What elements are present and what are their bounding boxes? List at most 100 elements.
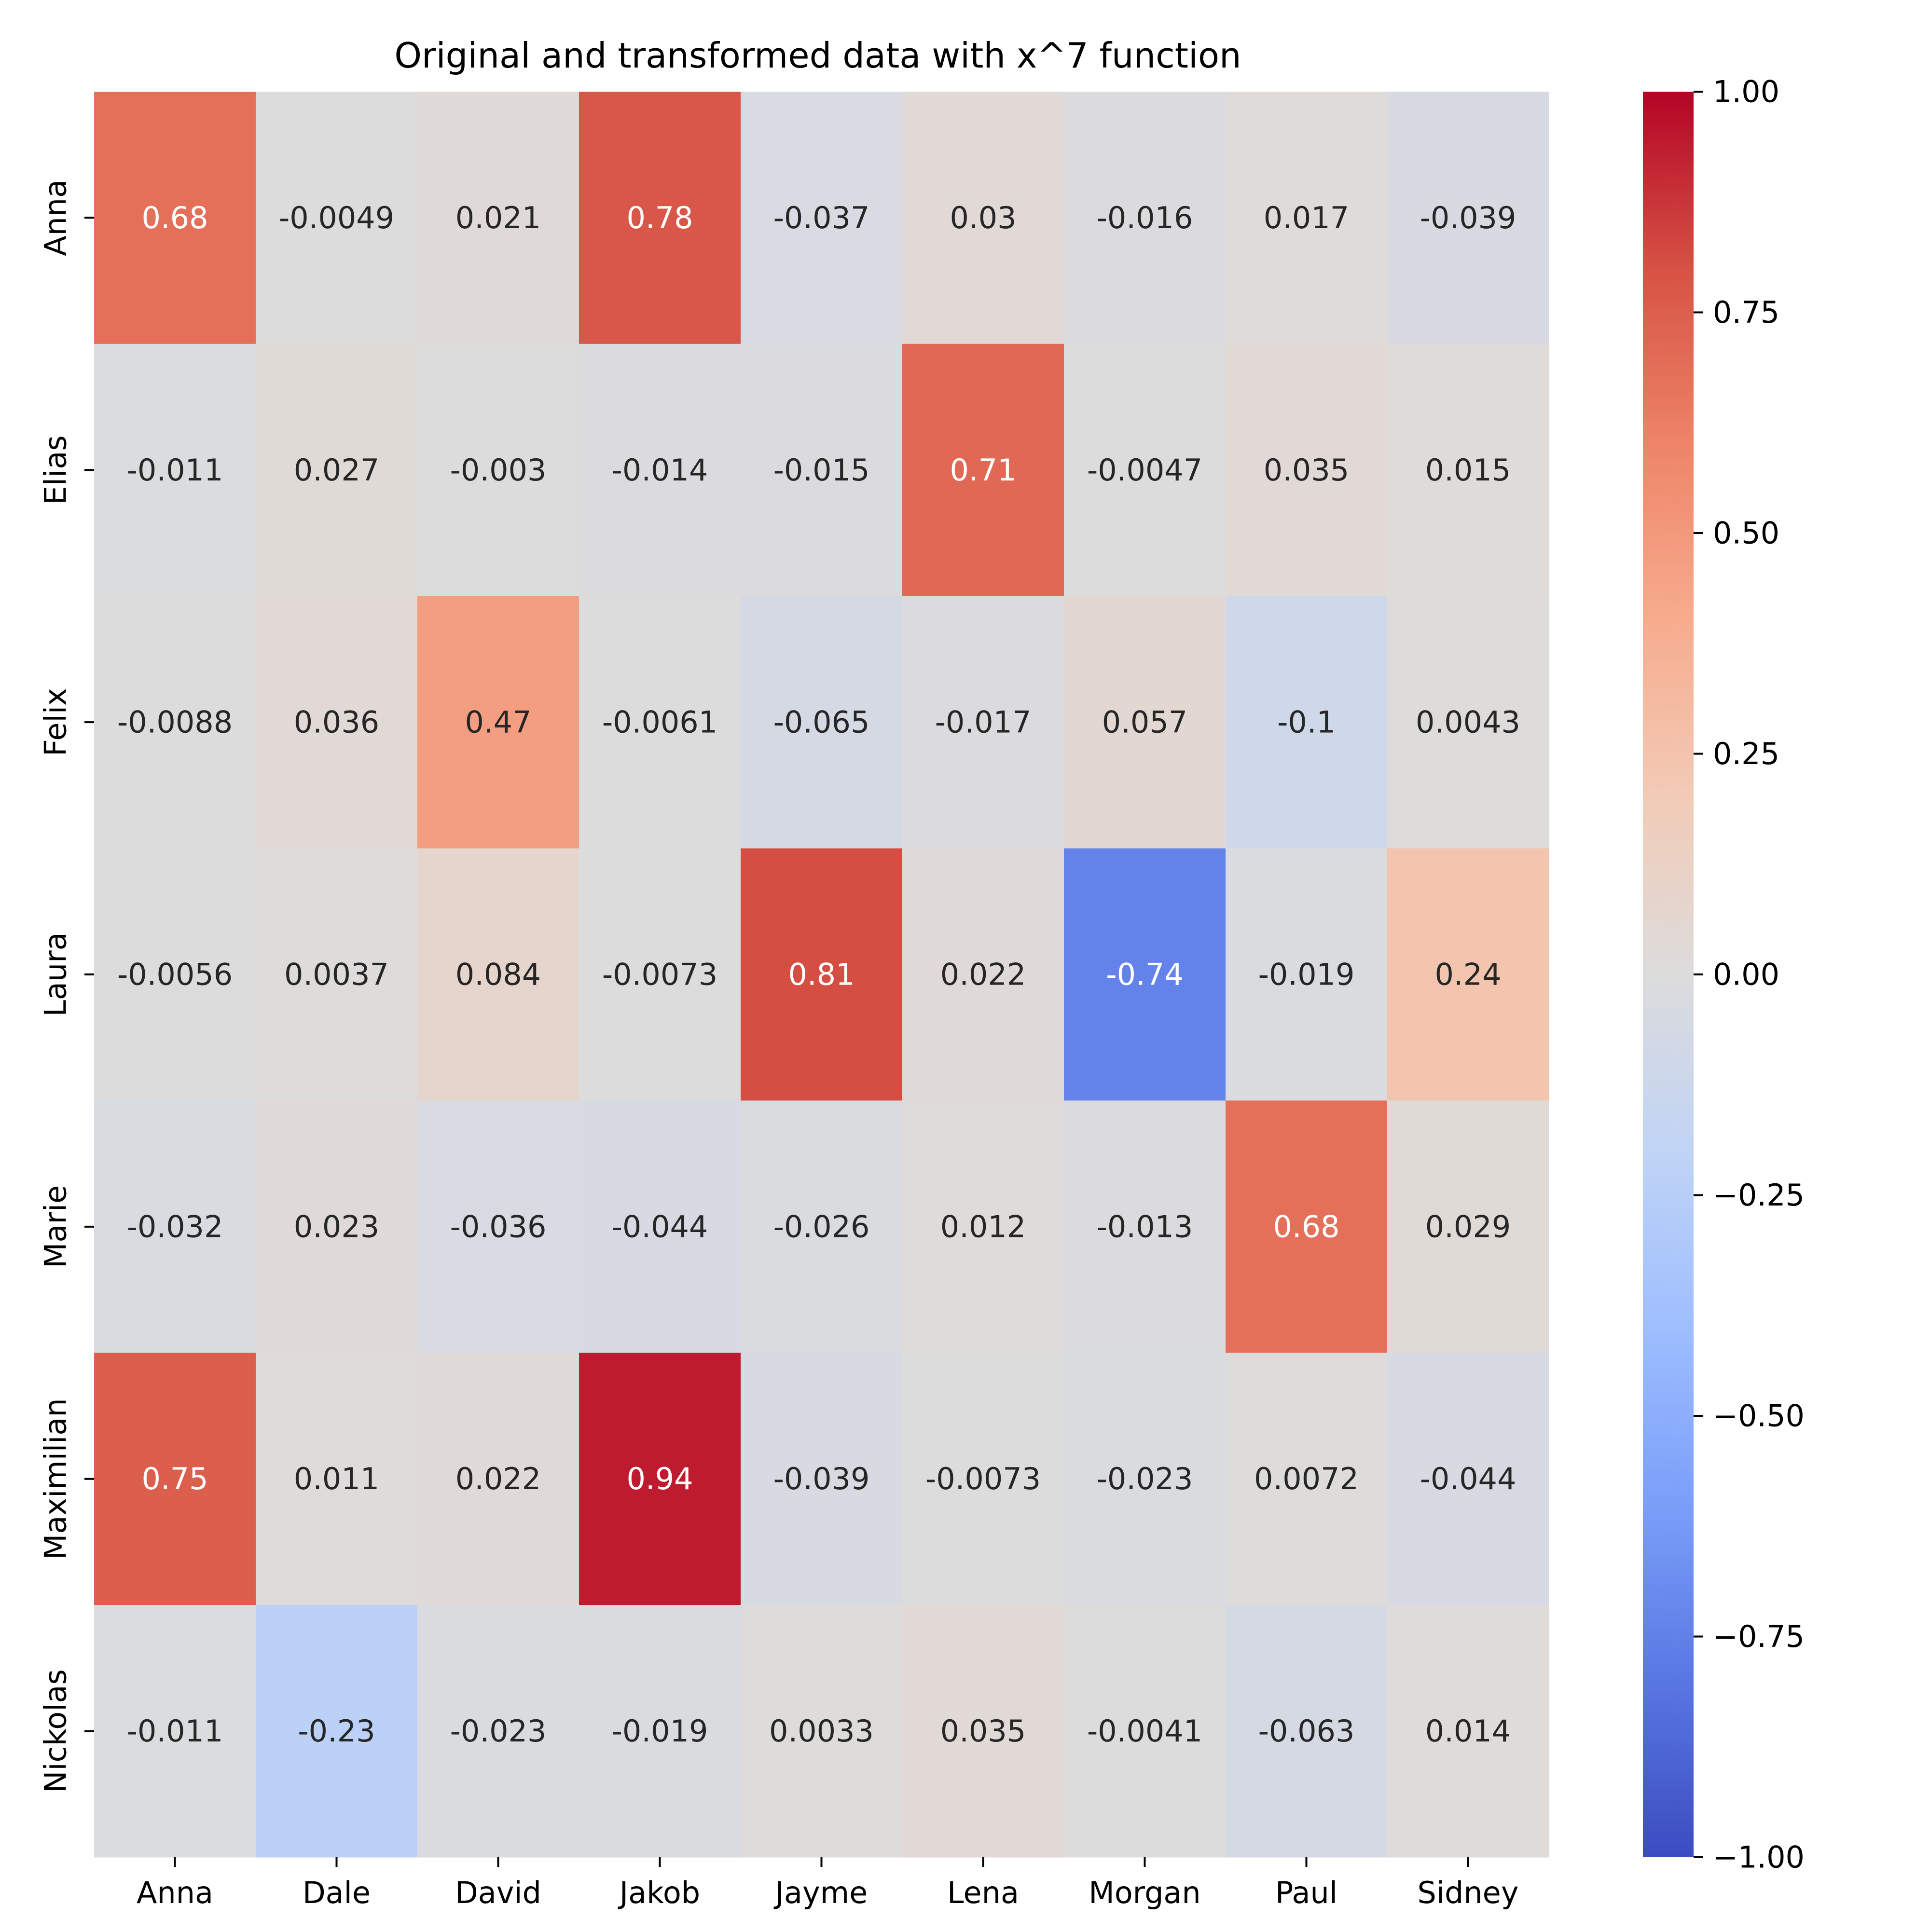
heatmap-cell-label: 0.035 [940,1713,1026,1749]
heatmap-cell-label: 0.0043 [1416,705,1520,740]
colorbar-tick-label: 0.50 [1713,516,1779,551]
heatmap-cell [902,343,1064,597]
heatmap-cell-label: -0.037 [773,200,870,235]
colorbar-tick-label: 0.25 [1713,736,1779,771]
heatmap-cell-label: 0.014 [1425,1713,1511,1749]
heatmap-cell-label: -0.016 [1097,200,1193,235]
heatmap-cell-label: 0.021 [455,200,541,235]
heatmap-cell-label: -0.0061 [602,705,717,740]
x-tick-label: Paul [1275,1875,1337,1910]
heatmap-cell-label: -0.019 [1258,957,1355,992]
x-tick-label: Sidney [1417,1875,1518,1910]
heatmap-cell [902,848,1064,1101]
heatmap-cell [579,1100,741,1353]
heatmap-cell-label: 0.036 [294,705,380,740]
heatmap-cell-label: -0.011 [127,1713,223,1749]
heatmap-cell-label: 0.015 [1425,452,1511,488]
colorbar-gradient [1643,92,1694,1857]
heatmap-cell [417,1100,579,1353]
heatmap-cell-label: -0.036 [450,1209,547,1244]
heatmap-cell-label: 0.017 [1264,200,1350,235]
heatmap-cell-label: -0.026 [773,1209,870,1244]
heatmap-cell [256,848,418,1101]
heatmap-cell-label: -0.1 [1277,705,1336,740]
heatmap-cell-label: 0.78 [626,200,693,235]
heatmap-cell [1064,848,1226,1101]
heatmap-cell [94,92,256,344]
y-tick-label: Marie [38,1185,73,1268]
y-tick-label: Nickolas [38,1669,73,1793]
heatmap-cell-label: 0.022 [455,1461,541,1496]
heatmap-cell-label: 0.24 [1434,957,1501,992]
heatmap-cell-label: -0.039 [773,1461,870,1496]
y-axis: Anna Elias Felix Laura Marie Maximilian Nickol… [38,179,94,1793]
heatmap-cell [417,1605,579,1858]
heatmap-cell-label: -0.0056 [117,957,233,992]
heatmap-cell [94,1605,256,1858]
heatmap-cell-label: -0.039 [1420,200,1516,235]
heatmap-cell [1387,596,1549,849]
heatmap-cell-label: 0.94 [626,1461,693,1496]
chart-title: Original and transformed data with x^7 f… [394,35,1241,76]
heatmap-cell [1387,1353,1549,1605]
heatmap-cell-label: -0.74 [1106,957,1183,992]
colorbar-tick-label: 1.00 [1713,74,1779,110]
heatmap-cell [579,1353,741,1605]
heatmap-cell [256,596,418,849]
heatmap-cell-label: 0.027 [294,452,380,488]
y-tick-label: Maximilian [38,1398,73,1560]
heatmap-cell-label: 0.022 [940,957,1026,992]
heatmap-cell [741,343,903,597]
x-tick-label: Morgan [1089,1875,1200,1910]
heatmap-cell-label: -0.0047 [1087,452,1202,488]
x-tick-label: Jakob [618,1875,700,1910]
heatmap-cell [902,1605,1064,1858]
colorbar-tick-label: −1.00 [1713,1840,1805,1875]
y-tick-label: Laura [38,932,73,1016]
heatmap-cell [1387,1100,1549,1353]
y-tick-label: Elias [38,435,73,505]
heatmap-cell-label: -0.003 [450,452,547,488]
heatmap-cell [579,596,741,849]
heatmap-cell-label: 0.011 [294,1461,380,1496]
heatmap-cell [741,596,903,849]
heatmap-cell-label: -0.032 [127,1209,223,1244]
heatmap-cell-label: -0.017 [935,705,1032,740]
heatmap-cell-label: -0.019 [612,1713,708,1749]
heatmap-cell [94,1100,256,1353]
heatmap-cell [1226,92,1388,344]
heatmap-cell [579,343,741,597]
heatmap-cell [1226,596,1388,849]
x-tick-label: Dale [303,1875,371,1910]
heatmap-cell [256,1605,418,1858]
heatmap-cell [741,1605,903,1858]
x-tick-label: Lena [947,1875,1019,1910]
heatmap-cell-label: -0.013 [1097,1209,1193,1244]
heatmap-cell-label: 0.81 [788,957,855,992]
heatmap-cell-label: 0.035 [1264,452,1350,488]
x-tick-label: Jayme [773,1875,868,1910]
heatmap-cell-label: 0.023 [294,1209,380,1244]
heatmap-cell [579,848,741,1101]
heatmap-cell [417,848,579,1101]
heatmap-cell-label: -0.063 [1258,1713,1355,1749]
heatmap-cell [1226,1353,1388,1605]
heatmap-cells [94,92,1549,1858]
heatmap-cell-label: -0.065 [773,705,870,740]
heatmap-cell [1387,848,1549,1101]
heatmap-cell [902,596,1064,849]
heatmap-cell [579,1605,741,1858]
heatmap-cell [256,343,418,597]
colorbar-tick-label: 0.75 [1713,295,1779,330]
heatmap-cell-labels: 0.68 -0.0049 0.021 0.78 -0.037 0.03 -0.016 0.01… [117,200,1520,1749]
heatmap-cell [417,596,579,849]
heatmap-cell [1064,343,1226,597]
heatmap-cell-label: -0.023 [1097,1461,1193,1496]
heatmap-cell [579,92,741,344]
colorbar-tick-label: −0.75 [1713,1619,1805,1654]
heatmap-cell-label: -0.0049 [279,200,394,235]
x-tick-label: David [455,1875,541,1910]
heatmap-cell [94,343,256,597]
x-tick-label: Anna [137,1875,213,1910]
